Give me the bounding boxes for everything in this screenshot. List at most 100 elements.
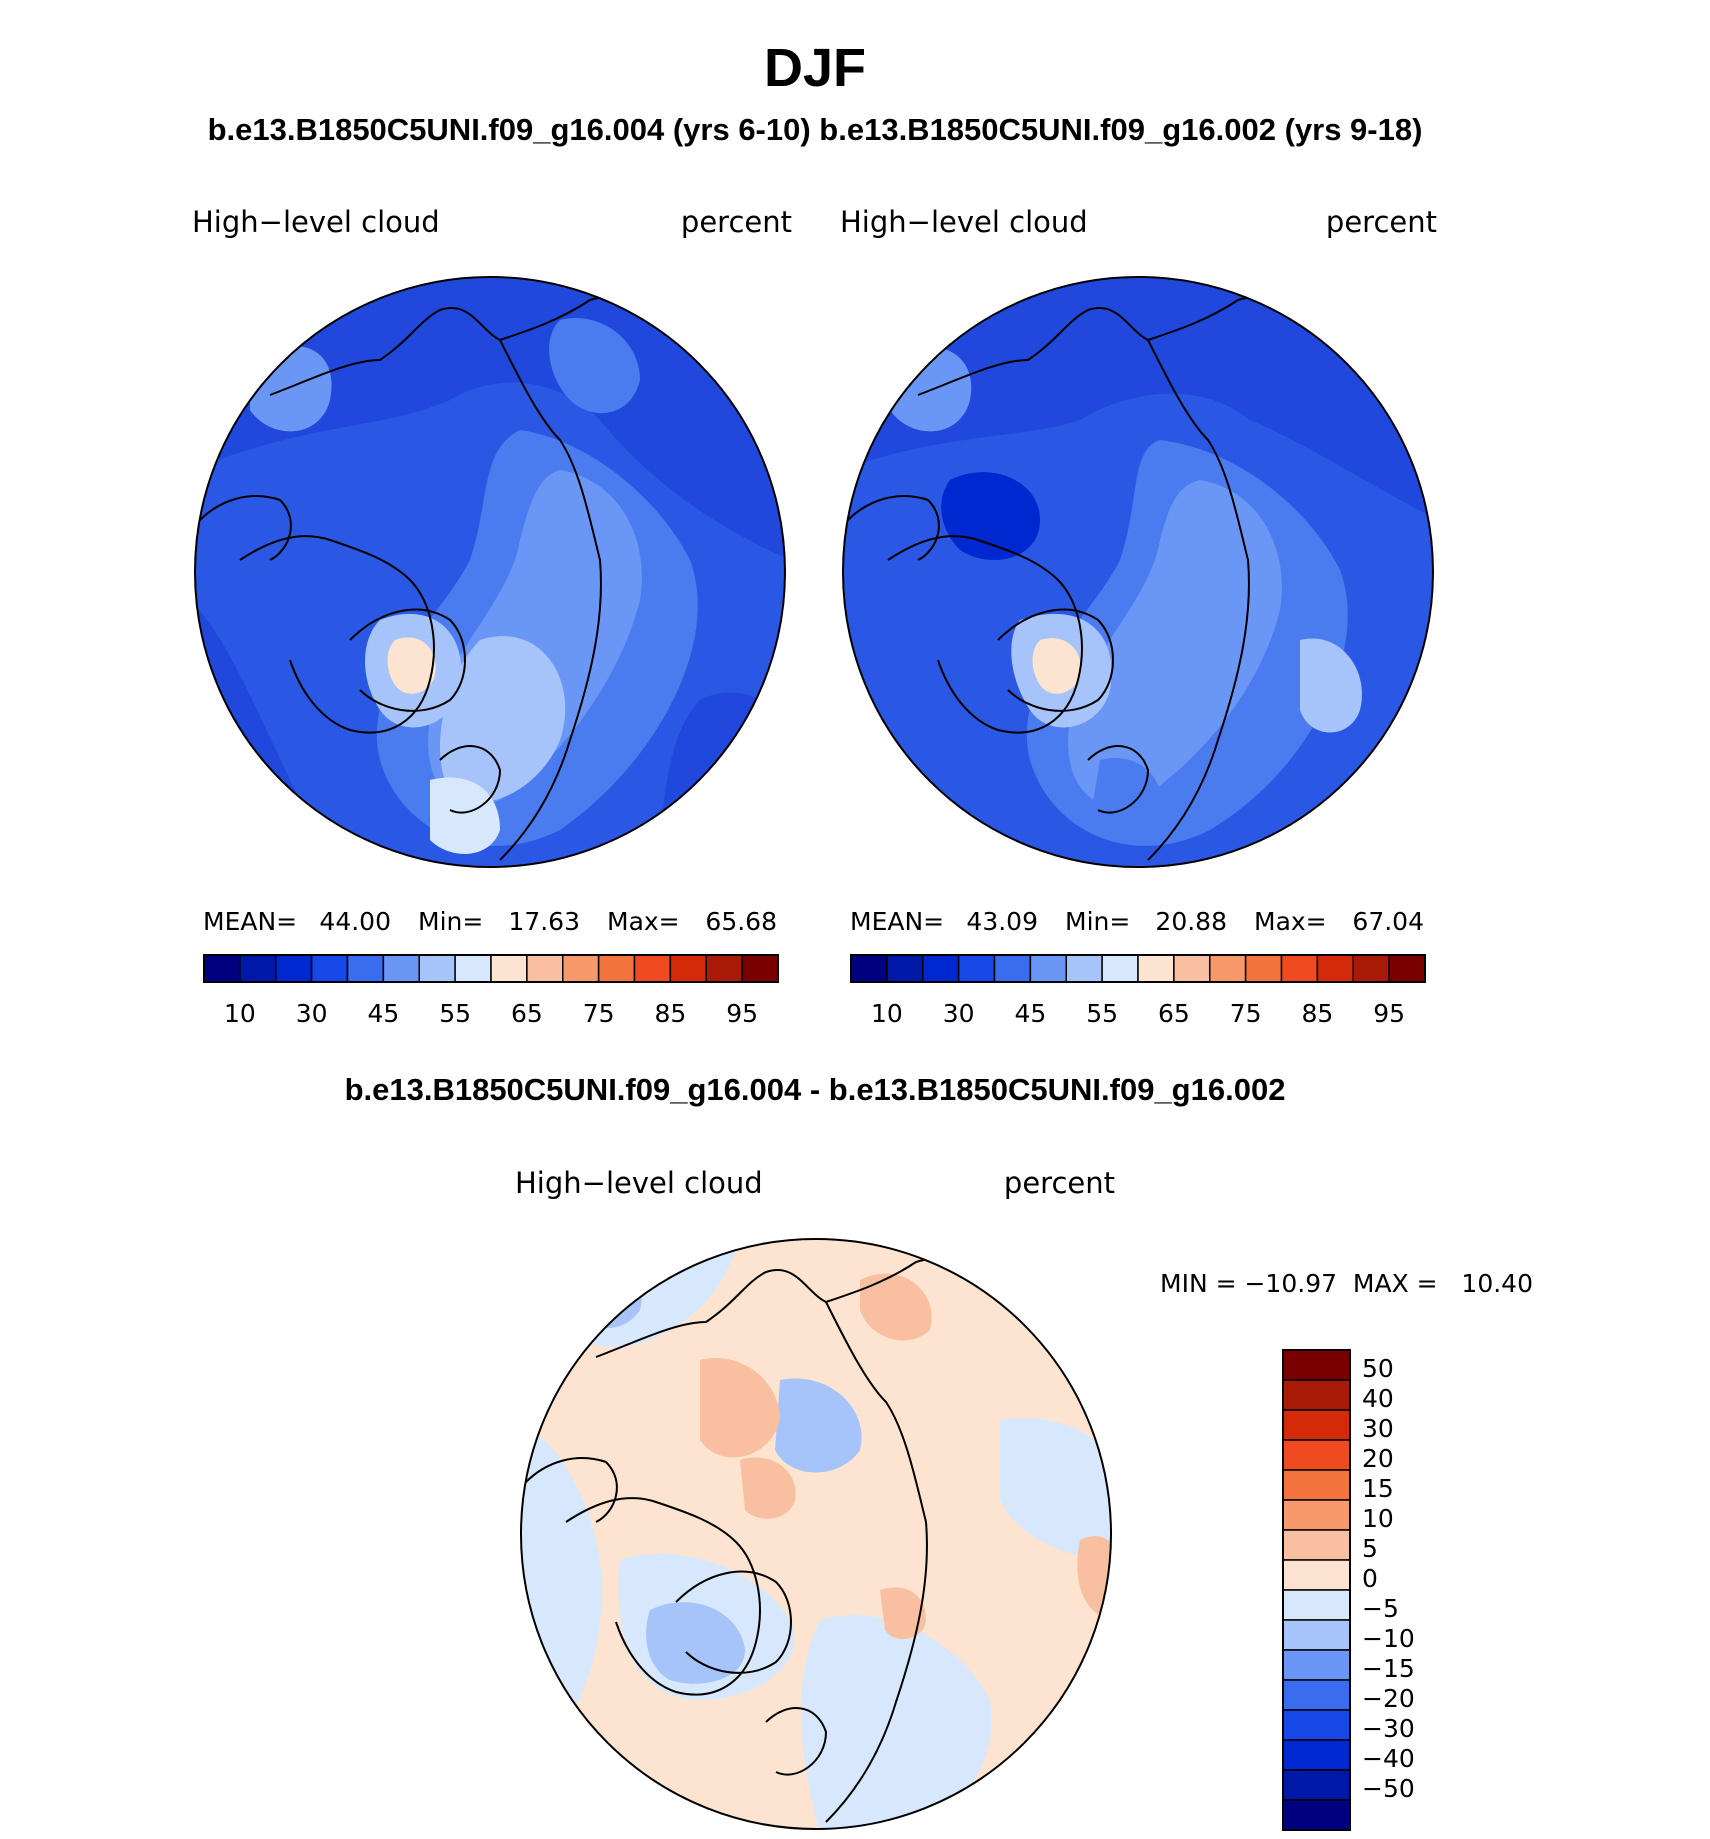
left-colorbar-tick-label: 85 xyxy=(654,999,686,1028)
diff-minmax-label: MIN = −10.97 MAX = 10.40 xyxy=(1160,1269,1533,1298)
left-min-value: 17.63 xyxy=(508,907,580,936)
left-colorbar-swatch xyxy=(705,954,743,983)
left-colorbar-tick-label: 10 xyxy=(224,999,256,1028)
right-colorbar-swatch xyxy=(1244,954,1283,983)
diff-colorbar-swatch xyxy=(1282,1409,1351,1441)
right-colorbar-tick-label: 55 xyxy=(1086,999,1118,1028)
diff-colorbar-swatch xyxy=(1282,1349,1351,1381)
right-colorbar-swatch xyxy=(1029,954,1067,983)
right-colorbar-swatch xyxy=(850,954,888,983)
diff-colorbar-tick-label: −5 xyxy=(1362,1594,1399,1623)
diff-colorbar-tick-label: −10 xyxy=(1362,1624,1415,1653)
left-mean-label: MEAN= xyxy=(203,907,297,936)
right-colorbar-tick-label: 75 xyxy=(1230,999,1262,1028)
left-colorbar-tick-label: 65 xyxy=(511,999,543,1028)
right-colorbar-tick-label: 30 xyxy=(943,999,975,1028)
left-colorbar-tick-label: 95 xyxy=(726,999,758,1028)
right-min-label: Min= xyxy=(1065,907,1130,936)
diff-colorbar-tick-label: 50 xyxy=(1362,1354,1394,1383)
right-colorbar-swatch xyxy=(1065,954,1103,983)
diff-colorbar-tick-label: 15 xyxy=(1362,1474,1394,1503)
left-colorbar-swatch xyxy=(597,954,636,983)
left-colorbar-swatch xyxy=(526,954,564,983)
diff-colorbar-swatch xyxy=(1282,1499,1351,1531)
left-colorbar-swatch xyxy=(562,954,600,983)
diff-colorbar-tick-label: −40 xyxy=(1362,1744,1415,1773)
case-names-title: b.e13.B1850C5UNI.f09_g16.004 (yrs 6-10) … xyxy=(208,112,1423,147)
diff-colorbar-swatch xyxy=(1282,1439,1351,1471)
diff-colorbar-tick-label: −20 xyxy=(1362,1684,1415,1713)
diff-colorbar-outline xyxy=(1282,1349,1351,1831)
diff-colorbar-swatch xyxy=(1282,1709,1351,1741)
left-max-value: 65.68 xyxy=(705,907,777,936)
diff-colorbar-swatch xyxy=(1282,1589,1351,1621)
left-colorbar-swatch xyxy=(382,954,420,983)
diff-colorbar-tick-label: 5 xyxy=(1362,1534,1378,1563)
diff-colorbar-tick-label: 20 xyxy=(1362,1444,1394,1473)
right-map-border xyxy=(842,276,1434,868)
right-colorbar-swatch xyxy=(1352,954,1390,983)
right-map-panel: High−level cloud percent MEAN= 43.09 M xyxy=(840,205,1437,1028)
difference-polar-field xyxy=(521,1239,1111,1829)
right-colorbar-swatch xyxy=(922,954,960,983)
diff-colorbar-swatch xyxy=(1282,1799,1351,1831)
right-colorbar-swatch xyxy=(1388,954,1426,983)
difference-map-panel: High−level cloud percent xyxy=(515,1166,1533,1831)
left-colorbar-tick-label: 75 xyxy=(583,999,615,1028)
diff-colorbar-tick-label: −50 xyxy=(1362,1774,1415,1803)
right-colorbar: 10 30 45 55 65 75 85 95 xyxy=(850,954,1426,1028)
diff-colorbar-swatch xyxy=(1282,1679,1351,1711)
right-colorbar-swatch xyxy=(1173,954,1211,983)
diff-colorbar-tick-label: −30 xyxy=(1362,1714,1415,1743)
diff-colorbar-swatch xyxy=(1282,1469,1351,1501)
left-colorbar-swatch xyxy=(741,954,779,983)
main-title: DJF xyxy=(764,38,866,98)
right-max-value: 67.04 xyxy=(1352,907,1424,936)
left-colorbar: 10 30 45 55 65 75 85 95 xyxy=(203,954,779,1028)
left-colorbar-swatch xyxy=(239,954,277,983)
right-colorbar-tick-label: 85 xyxy=(1301,999,1333,1028)
left-colorbar-swatch xyxy=(310,954,349,983)
right-mean-value: 43.09 xyxy=(966,907,1038,936)
right-colorbar-swatch xyxy=(1137,954,1175,983)
right-colorbar-swatch xyxy=(1101,954,1139,983)
diff-colorbar-swatch xyxy=(1282,1379,1351,1411)
left-min-label: Min= xyxy=(418,907,483,936)
diff-map-border xyxy=(520,1238,1112,1830)
diff-variable-label: High−level cloud xyxy=(515,1166,763,1200)
diff-colorbar-swatch xyxy=(1282,1769,1351,1801)
difference-title: b.e13.B1850C5UNI.f09_g16.004 - b.e13.B18… xyxy=(345,1072,1286,1107)
left-colorbar-swatch xyxy=(418,954,456,983)
diff-colorbar-tick-label: −15 xyxy=(1362,1654,1415,1683)
left-mean-value: 44.00 xyxy=(319,907,391,936)
right-colorbar-outline xyxy=(850,954,1426,983)
right-min-value: 20.88 xyxy=(1155,907,1227,936)
left-map-border xyxy=(194,276,786,868)
diff-colorbar-swatch xyxy=(1282,1559,1351,1591)
left-colorbar-swatch xyxy=(275,954,313,983)
diff-colorbar-swatch xyxy=(1282,1619,1351,1651)
right-colorbar-swatch xyxy=(1316,954,1354,983)
diff-colorbar-swatch xyxy=(1282,1739,1351,1771)
left-colorbar-tick-label: 55 xyxy=(439,999,471,1028)
left-colorbar-outline xyxy=(203,954,779,983)
left-units-label: percent xyxy=(681,205,792,239)
diff-colorbar-tick-label: 10 xyxy=(1362,1504,1394,1533)
right-colorbar-swatch xyxy=(993,954,1032,983)
right-colorbar-tick-label: 95 xyxy=(1373,999,1405,1028)
left-colorbar-swatch xyxy=(669,954,707,983)
left-colorbar-swatch xyxy=(454,954,492,983)
right-colorbar-swatch xyxy=(886,954,924,983)
left-polar-field xyxy=(195,277,785,867)
left-colorbar-tick-label: 45 xyxy=(367,999,399,1028)
left-max-label: Max= xyxy=(607,907,680,936)
right-colorbar-swatch xyxy=(1209,954,1247,983)
left-colorbar-swatch xyxy=(203,954,241,983)
diff-colorbar-swatch xyxy=(1282,1649,1351,1681)
right-variable-label: High−level cloud xyxy=(840,205,1088,239)
right-colorbar-tick-label: 65 xyxy=(1158,999,1190,1028)
right-colorbar-tick-label: 45 xyxy=(1014,999,1046,1028)
left-colorbar-swatch xyxy=(346,954,385,983)
